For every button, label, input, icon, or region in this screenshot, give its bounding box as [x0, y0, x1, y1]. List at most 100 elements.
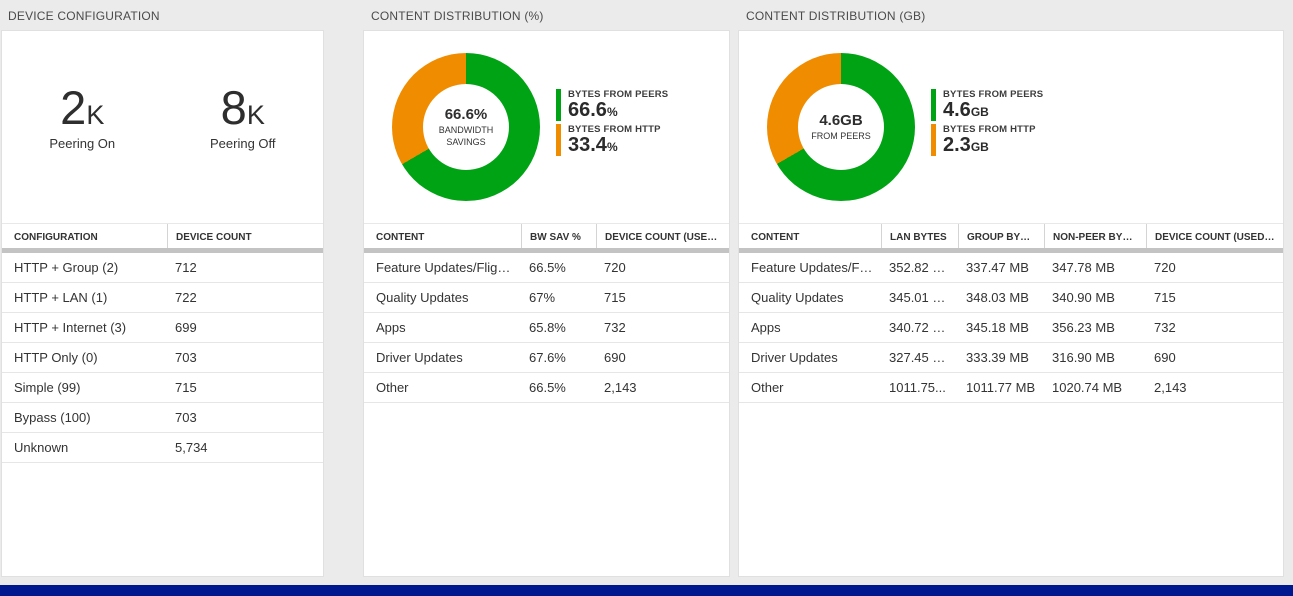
legend-value-number: 33.4 — [568, 134, 607, 156]
table-cell: 690 — [1154, 350, 1176, 365]
column-header: DEVICE COUNT (USED P2P) — [596, 224, 729, 248]
legend-value-number: 2.3 — [943, 134, 971, 156]
table-row[interactable]: HTTP Only (0) 703 — [2, 343, 323, 373]
legend-value: 66.6% — [568, 100, 668, 121]
content-distribution-pct-table: CONTENT BW SAV % DEVICE COUNT (USED P2P) Fe… — [364, 223, 729, 403]
table-cell: 720 — [1154, 260, 1176, 275]
panel-title-device-configuration: DEVICE CONFIGURATION — [8, 9, 160, 23]
table-row[interactable]: Feature Updates/Flights 66.5% 720 — [364, 253, 729, 283]
table-row[interactable]: Apps 65.8% 732 — [364, 313, 729, 343]
stat-peering-off[interactable]: 8K Peering Off — [163, 81, 324, 152]
legend-value-number: 4.6 — [943, 99, 971, 121]
donut-legend-pct: BYTES FROM PEERS 66.6% BYTES FROM HTTP 33.4… — [556, 89, 668, 156]
content-distribution-gb-card: 4.6GB FROM PEERS BYTES FROM PEERS 4.6GB BY… — [738, 30, 1284, 577]
bottom-bar — [0, 585, 1293, 596]
bytes-from-peers-donut-chart: 4.6GB FROM PEERS — [767, 53, 915, 201]
legend-value: 33.4% — [568, 135, 661, 156]
table-cell: 720 — [604, 260, 626, 275]
table-cell: 712 — [175, 260, 197, 275]
table-row[interactable]: Unknown 5,734 — [2, 433, 323, 463]
table-row[interactable]: HTTP + LAN (1) 722 — [2, 283, 323, 313]
table-cell: 337.47 MB — [966, 260, 1029, 275]
stat-number: 8 — [220, 81, 247, 134]
table-row[interactable]: Driver Updates 67.6% 690 — [364, 343, 729, 373]
table-cell: 333.39 MB — [966, 350, 1029, 365]
legend-item: BYTES FROM HTTP 33.4% — [556, 124, 668, 156]
column-header: GROUP BYTES — [958, 224, 1044, 248]
table-cell: 65.8% — [529, 320, 566, 335]
table-row[interactable]: Quality Updates 345.01 MB 348.03 MB 340.90 … — [739, 283, 1283, 313]
table-row[interactable]: Simple (99) 715 — [2, 373, 323, 403]
legend-item: BYTES FROM PEERS 66.6% — [556, 89, 668, 121]
table-cell: 1011.75... — [889, 380, 946, 395]
table-cell: Driver Updates — [376, 350, 463, 365]
stat-peering-on[interactable]: 2K Peering On — [2, 83, 163, 152]
legend-value-unit: GB — [970, 105, 989, 119]
table-cell: Apps — [376, 320, 406, 335]
donut-center-value: 4.6GB — [819, 111, 863, 129]
column-header: CONTENT — [376, 232, 425, 243]
table-row[interactable]: HTTP + Internet (3) 699 — [2, 313, 323, 343]
content-distribution-gb-table: CONTENT LAN BYTES GROUP BYTES NON-PEER BYTE… — [739, 223, 1283, 403]
table-row[interactable]: Bypass (100) 703 — [2, 403, 323, 433]
device-configuration-card: 2K Peering On 8K Peering Off CONFIGURATI… — [1, 30, 324, 577]
donut-center-label: FROM PEERS — [811, 130, 871, 141]
donut-center-label: BANDWIDTH SAVINGS — [438, 124, 494, 147]
table-cell: Bypass (100) — [14, 410, 91, 425]
legend-label: BYTES FROM PEERS — [568, 89, 669, 100]
table-cell: 1011.77 MB — [966, 380, 1036, 395]
table-cell: 5,734 — [175, 440, 208, 455]
table-cell: HTTP Only (0) — [14, 350, 98, 365]
table-row[interactable]: Other 1011.75... 1011.77 MB 1020.74 MB 2,143 — [739, 373, 1283, 403]
table-cell: 703 — [175, 350, 197, 365]
donut-center: 4.6GB FROM PEERS — [798, 84, 884, 170]
stat-number: 2 — [60, 81, 87, 134]
table-cell: Apps — [751, 320, 781, 335]
table-cell: HTTP + LAN (1) — [14, 290, 108, 305]
table-cell: 703 — [175, 410, 197, 425]
legend-label: BYTES FROM PEERS — [943, 89, 1044, 100]
legend-value-unit: GB — [970, 140, 989, 154]
legend-color-bar — [931, 124, 936, 156]
legend-value-unit: % — [606, 105, 618, 119]
donut-legend-gb: BYTES FROM PEERS 4.6GB BYTES FROM HTTP 2.3G… — [931, 89, 1043, 156]
table-cell: 2,143 — [1154, 380, 1187, 395]
table-row[interactable]: Feature Updates/Flights 352.82 MB 337.47 M… — [739, 253, 1283, 283]
legend-item: BYTES FROM PEERS 4.6GB — [931, 89, 1043, 121]
stat-peering-on-value: 2K — [2, 83, 163, 132]
table-cell: 67% — [529, 290, 556, 305]
table-cell: 66.5% — [529, 260, 566, 275]
table-row[interactable]: Quality Updates 67% 715 — [364, 283, 729, 313]
legend-label: BYTES FROM HTTP — [943, 124, 1036, 135]
table-row[interactable]: HTTP + Group (2) 712 — [2, 253, 323, 283]
stat-unit: K — [86, 100, 105, 130]
column-header: BW SAV % — [521, 224, 596, 248]
table-cell: 316.90 MB — [1052, 350, 1115, 365]
table-cell: Quality Updates — [376, 290, 469, 305]
legend-item: BYTES FROM HTTP 2.3GB — [931, 124, 1043, 156]
stat-unit: K — [246, 100, 265, 130]
legend-texts: BYTES FROM PEERS 66.6% — [568, 89, 668, 121]
table-row[interactable]: Apps 340.72 MB 345.18 MB 356.23 MB 732 — [739, 313, 1283, 343]
table-cell: Driver Updates — [751, 350, 838, 365]
table-cell: Unknown — [14, 440, 69, 455]
legend-texts: BYTES FROM PEERS 4.6GB — [943, 89, 1043, 121]
peering-stats: 2K Peering On 8K Peering Off — [2, 81, 324, 152]
table-cell: Other — [376, 380, 409, 395]
table-header-row: CONTENT BW SAV % DEVICE COUNT (USED P2P) — [364, 224, 729, 253]
stat-peering-on-label: Peering On — [49, 136, 116, 152]
column-header: DEVICE COUNT — [167, 224, 323, 248]
table-header-row: CONTENT LAN BYTES GROUP BYTES NON-PEER BYTE… — [739, 224, 1283, 253]
content-distribution-pct-card: 66.6% BANDWIDTH SAVINGS BYTES FROM PEERS… — [363, 30, 730, 577]
table-cell: Quality Updates — [751, 290, 844, 305]
table-cell: 715 — [604, 290, 626, 305]
table-row[interactable]: Other 66.5% 2,143 — [364, 373, 729, 403]
column-header: LAN BYTES — [881, 224, 958, 248]
panel-title-content-distribution-pct: CONTENT DISTRIBUTION (%) — [371, 9, 544, 23]
table-cell: 732 — [1154, 320, 1176, 335]
column-header: CONFIGURATION — [14, 232, 98, 243]
table-cell: 345.18 MB — [966, 320, 1029, 335]
table-cell: 352.82 MB — [889, 260, 952, 275]
table-row[interactable]: Driver Updates 327.45 MB 333.39 MB 316.90 M… — [739, 343, 1283, 373]
table-cell: 345.01 MB — [889, 290, 952, 305]
